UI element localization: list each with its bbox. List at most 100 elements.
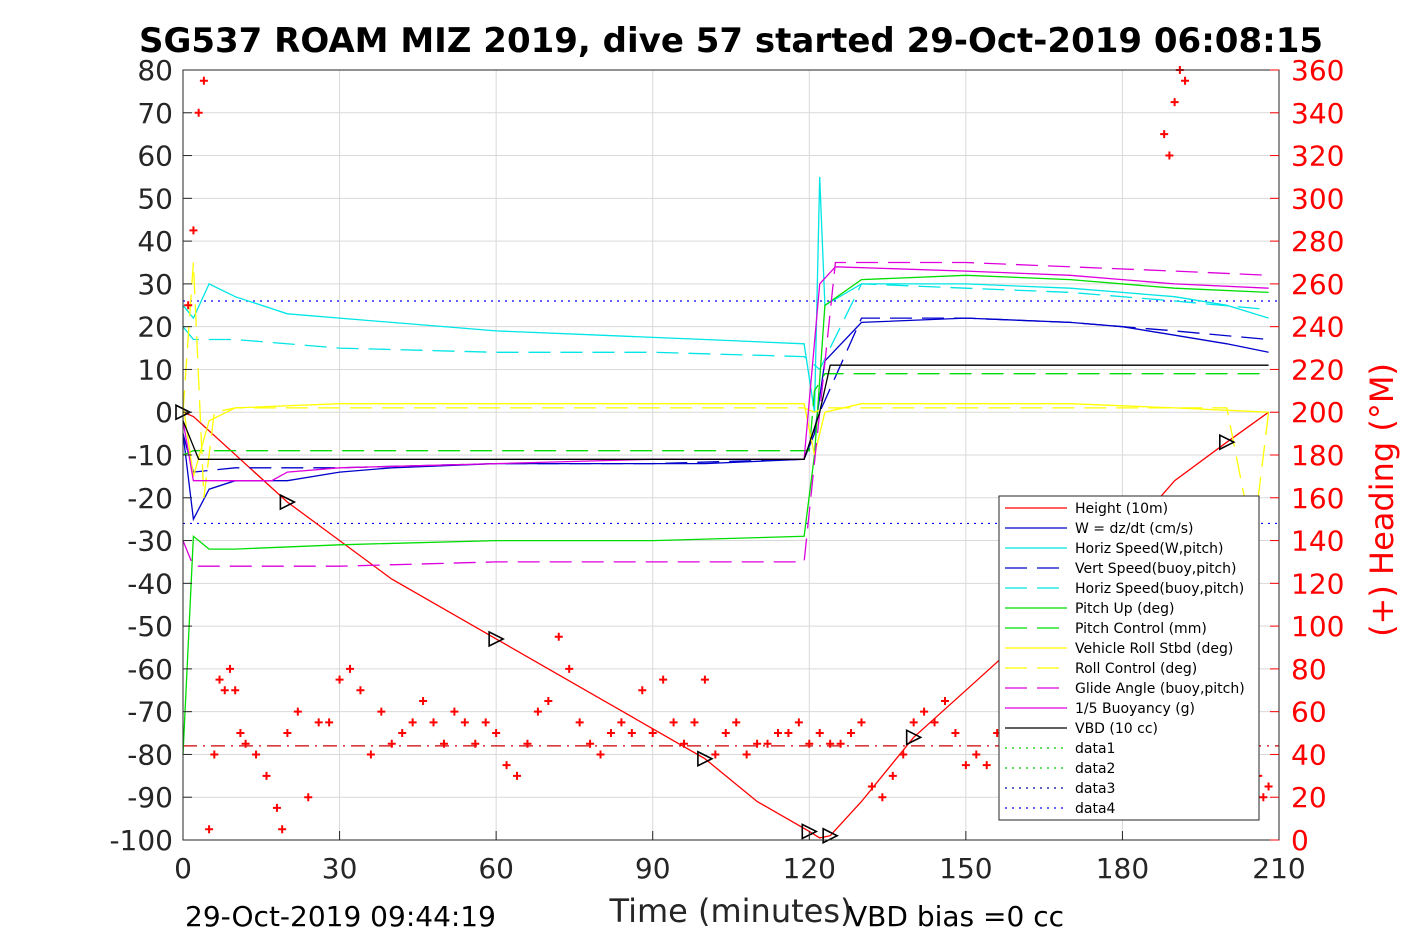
heading-point	[627, 729, 636, 738]
y-tick-label: -90	[127, 781, 173, 814]
y-tick-label: -40	[127, 567, 173, 600]
vbd-bias-footer: VBD bias =0 cc	[848, 900, 1064, 933]
x-tick-label: 0	[174, 852, 192, 885]
heading-point	[794, 718, 803, 727]
depth-marker	[488, 630, 505, 648]
right-tick-label: 260	[1291, 268, 1344, 301]
heading-point	[930, 718, 939, 727]
series-line-pitch-up-deg	[182, 274, 1269, 755]
y-tick-label: 30	[137, 268, 173, 301]
heading-point	[659, 675, 668, 684]
heading-point	[502, 761, 511, 770]
heading-point	[241, 739, 250, 748]
heading-point	[366, 750, 375, 759]
x-axis-label: Time (minutes)	[609, 892, 853, 930]
heading-point	[972, 750, 981, 759]
heading-point	[335, 675, 344, 684]
heading-point	[471, 739, 480, 748]
heading-point	[377, 707, 386, 716]
x-tick-label: 30	[322, 852, 358, 885]
y-tick-label: -30	[127, 525, 173, 558]
heading-point	[690, 718, 699, 727]
right-tick-label: 240	[1291, 311, 1344, 344]
legend-label: Glide Angle (buoy,pitch)	[1075, 681, 1245, 697]
x-tick-label: 90	[635, 852, 671, 885]
right-tick-label: 300	[1291, 182, 1344, 215]
y-tick-label: 40	[137, 225, 173, 258]
heading-point	[763, 739, 772, 748]
heading-point	[961, 761, 970, 770]
heading-point	[356, 686, 365, 695]
series-line-vert-speed-buoy-pitch	[182, 317, 1269, 473]
x-tick-label: 210	[1252, 852, 1305, 885]
right-tick-label: 40	[1291, 738, 1327, 771]
heading-point	[439, 739, 448, 748]
y-tick-label: 20	[137, 311, 173, 344]
series-line-horiz-speed-w-pitch	[182, 176, 1269, 413]
y-tick-label: -100	[109, 824, 173, 857]
heading-point	[617, 718, 626, 727]
series-line-horiz-speed-buoy-pitch	[182, 283, 1269, 371]
heading-point	[606, 729, 615, 738]
legend-label: VBD (10 cc)	[1075, 721, 1158, 737]
right-tick-label: 0	[1291, 824, 1309, 857]
heading-point	[533, 707, 542, 716]
heading-point	[225, 664, 234, 673]
heading-point	[826, 739, 835, 748]
heading-point	[836, 739, 845, 748]
depth-marker	[822, 827, 839, 845]
right-tick-label: 100	[1291, 610, 1344, 643]
right-tick-label: 280	[1291, 225, 1344, 258]
legend-label: data2	[1075, 761, 1115, 777]
right-tick-label: 160	[1291, 482, 1344, 515]
heading-point	[648, 729, 657, 738]
legend-label: Vehicle Roll Stbd (deg)	[1075, 641, 1233, 657]
heading-point	[398, 729, 407, 738]
heading-point	[753, 739, 762, 748]
heading-point	[205, 825, 214, 834]
heading-point	[1181, 76, 1190, 85]
heading-point	[878, 793, 887, 802]
y-tick-label: -70	[127, 696, 173, 729]
legend-label: 1/5 Buoyancy (g)	[1075, 701, 1195, 717]
heading-point	[450, 707, 459, 716]
heading-point	[481, 718, 490, 727]
heading-point	[805, 739, 814, 748]
heading-point	[638, 686, 647, 695]
heading-point	[272, 803, 281, 812]
legend-label: data1	[1075, 741, 1115, 757]
series-line-roll-control-deg	[182, 262, 1270, 541]
right-tick-label: 340	[1291, 97, 1344, 130]
y-tick-label: -10	[127, 439, 173, 472]
legend-label: Horiz Speed(buoy,pitch)	[1075, 581, 1244, 597]
heading-point	[1259, 793, 1268, 802]
heading-point	[429, 718, 438, 727]
series-line-pitch-control-mm	[182, 373, 1269, 456]
heading-point	[899, 750, 908, 759]
right-tick-label: 200	[1291, 396, 1344, 429]
heading-point	[586, 739, 595, 748]
heading-point	[1264, 782, 1273, 791]
heading-point	[408, 718, 417, 727]
right-tick-label: 60	[1291, 696, 1327, 729]
y-tick-label: 0	[155, 396, 173, 429]
heading-point	[888, 771, 897, 780]
heading-point	[867, 782, 876, 791]
heading-point	[920, 707, 929, 716]
heading-point	[940, 696, 949, 705]
heading-point	[325, 718, 334, 727]
heading-point	[815, 729, 824, 738]
heading-point	[220, 686, 229, 695]
heading-point	[982, 761, 991, 770]
right-tick-label: 180	[1291, 439, 1344, 472]
heading-point	[199, 76, 208, 85]
depth-marker	[1219, 433, 1236, 451]
series-line-vehicle-roll-stbd-deg	[182, 403, 1269, 477]
heading-point	[596, 750, 605, 759]
y-tick-label: -60	[127, 653, 173, 686]
heading-point	[304, 793, 313, 802]
right-axis-label: (+) Heading (°M)	[1363, 363, 1401, 637]
heading-point	[236, 729, 245, 738]
x-tick-label: 180	[1096, 852, 1149, 885]
